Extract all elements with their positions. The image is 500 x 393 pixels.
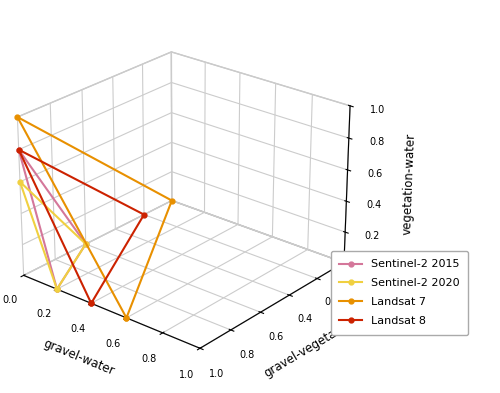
X-axis label: gravel-water: gravel-water xyxy=(41,337,116,378)
Y-axis label: gravel-vegetation: gravel-vegetation xyxy=(262,315,359,380)
Legend: Sentinel-2 2015, Sentinel-2 2020, Landsat 7, Landsat 8: Sentinel-2 2015, Sentinel-2 2020, Landsa… xyxy=(330,251,468,335)
